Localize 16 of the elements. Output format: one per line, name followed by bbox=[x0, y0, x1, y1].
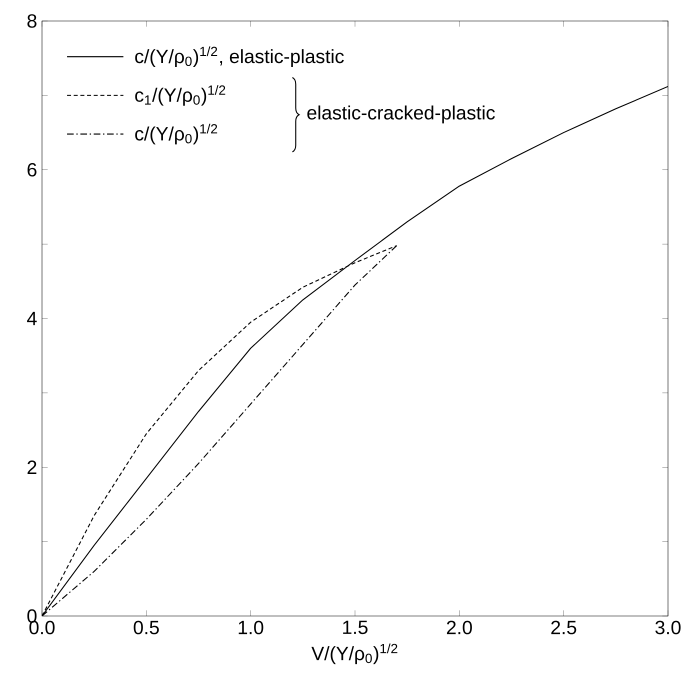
y-tick-label: 6 bbox=[28, 162, 36, 177]
x-tick-label: 1.5 bbox=[343, 620, 368, 634]
x-tick-label: 0.0 bbox=[29, 620, 55, 634]
legend-label: c$_{1}$/(Y/ρ$_{0}$)$^{1/2}$ bbox=[135, 85, 226, 106]
legend-label: c/(Y/ρ$_{0}$)$^{1/2}$, elastic-plastic bbox=[135, 46, 344, 68]
x-axis-title: V/(Y/ρ$_{0}$)$^{1/2}$ bbox=[311, 643, 398, 664]
x-tick-label: 2.5 bbox=[551, 620, 576, 634]
x-tick-label: 3.0 bbox=[655, 620, 681, 634]
legend-label: c/(Y/ρ$_{0}$)$^{1/2}$ bbox=[135, 124, 218, 144]
y-tick-label: 8 bbox=[27, 14, 36, 28]
x-tick-label: 2.0 bbox=[446, 620, 472, 634]
y-tick-label: 4 bbox=[27, 312, 37, 326]
x-tick-label: 1.0 bbox=[238, 620, 264, 634]
annotation: elastic-cracked-plastic bbox=[307, 105, 495, 124]
x-tick-label: 0.5 bbox=[134, 620, 159, 634]
y-tick-label: 2 bbox=[28, 460, 36, 474]
